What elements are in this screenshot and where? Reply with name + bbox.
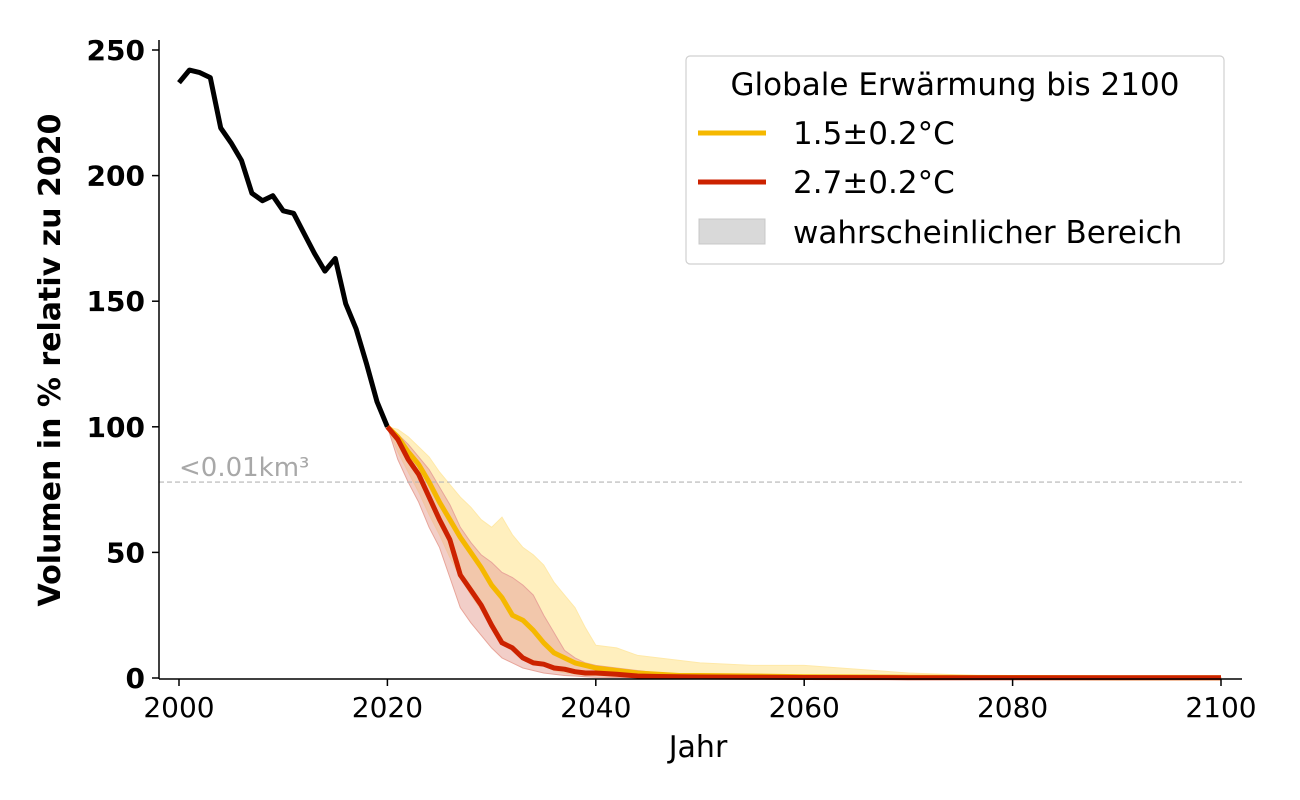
x-axis-title: Jahr bbox=[667, 730, 728, 765]
x-tick-label: 2060 bbox=[769, 691, 840, 724]
legend-title: Globale Erwärmung bis 2100 bbox=[731, 67, 1180, 103]
x-ticks: 2000 2020 2040 2060 2080 2100 bbox=[143, 679, 1257, 724]
y-tick-label: 250 bbox=[87, 34, 145, 67]
series-line-2-7 bbox=[385, 425, 1221, 681]
y-tick-label: 0 bbox=[126, 662, 145, 695]
legend: Globale Erwärmung bis 2100 1.5±0.2°C 2.7… bbox=[685, 55, 1225, 265]
legend-swatch-range bbox=[698, 218, 766, 245]
legend-label-1-5: 1.5±0.2°C bbox=[793, 116, 955, 152]
historical-line bbox=[177, 67, 390, 428]
y-tick-label: 200 bbox=[87, 160, 145, 193]
y-tick-label: 50 bbox=[106, 536, 145, 569]
x-tick-label: 2080 bbox=[977, 691, 1048, 724]
y-axis-title: Volumen in % relativ zu 2020 bbox=[33, 114, 68, 607]
threshold-label: <0.01km³ bbox=[179, 453, 309, 483]
x-tick-label: 2000 bbox=[143, 691, 214, 724]
axes bbox=[158, 40, 1242, 680]
uncertainty-bands bbox=[386, 425, 1222, 679]
legend-label-2-7: 2.7±0.2°C bbox=[793, 165, 955, 201]
x-tick-label: 2040 bbox=[560, 691, 631, 724]
y-tick-label: 100 bbox=[87, 411, 145, 444]
legend-box bbox=[685, 55, 1225, 265]
y-tick-label: 150 bbox=[87, 285, 145, 318]
series-lines bbox=[177, 67, 1221, 681]
threshold-group: <0.01km³ bbox=[159, 453, 1242, 483]
x-tick-label: 2100 bbox=[1185, 691, 1256, 724]
y-ticks: 0 50 100 150 200 250 bbox=[87, 34, 159, 695]
x-tick-label: 2020 bbox=[352, 691, 423, 724]
legend-label-range: wahrscheinlicher Bereich bbox=[793, 215, 1182, 251]
